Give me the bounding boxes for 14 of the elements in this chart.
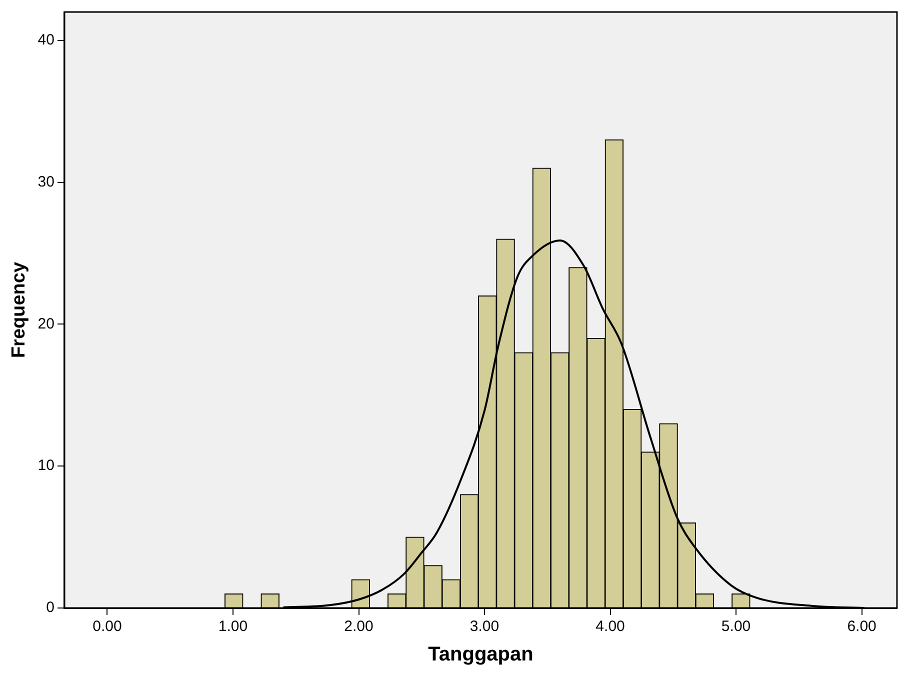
y-tick-label: 0	[46, 599, 54, 616]
y-axis-title: Frequency	[8, 262, 30, 358]
y-tick-label: 40	[38, 32, 54, 49]
y-tick-label: 10	[38, 457, 54, 474]
y-tick-label: 20	[38, 315, 54, 332]
x-tick-label: 6.00	[847, 618, 876, 636]
y-tick-label: 30	[38, 173, 54, 190]
x-tick-label: 0.00	[92, 618, 122, 636]
x-tick-label: 4.00	[596, 618, 625, 636]
x-tick-label: 1.00	[218, 618, 248, 636]
x-tick-label: 3.00	[470, 618, 500, 636]
x-tick-label: 5.00	[721, 618, 751, 636]
x-axis-title: Tanggapan	[428, 644, 534, 666]
x-tick-label: 2.00	[344, 618, 374, 636]
